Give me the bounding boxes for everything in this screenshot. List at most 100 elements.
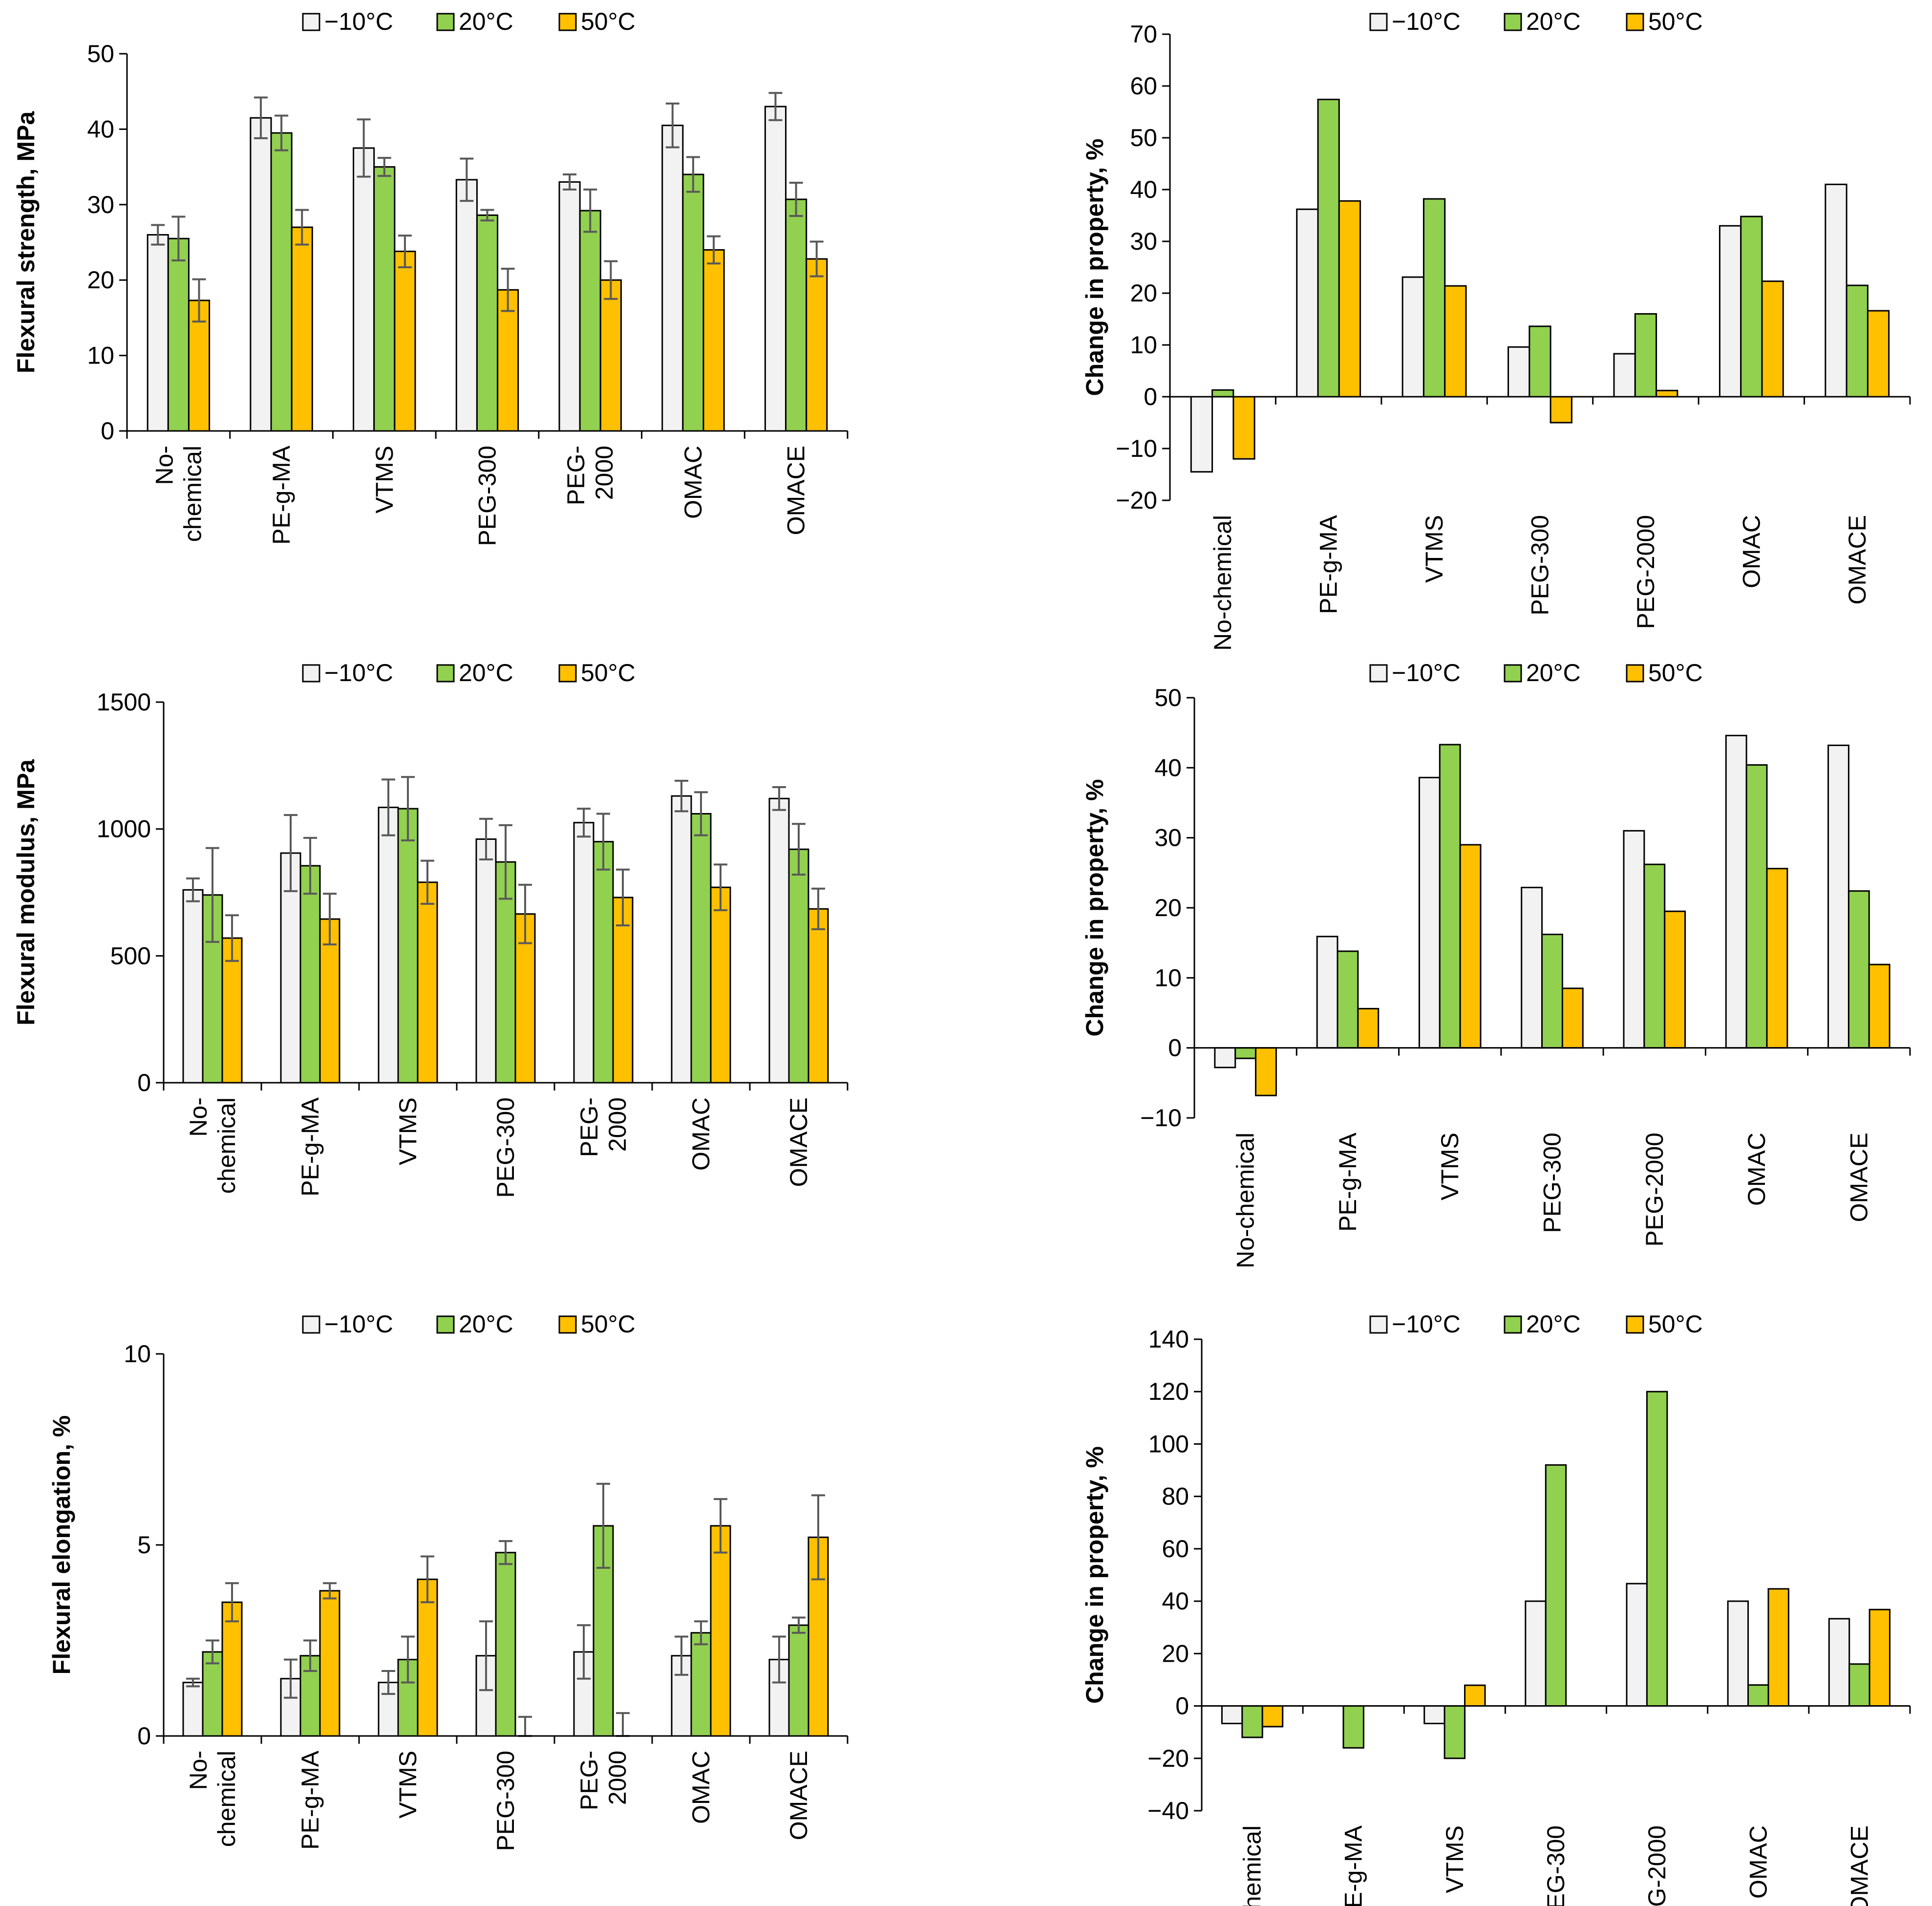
- bar-c50: [710, 1525, 731, 1737]
- bar-c20: [788, 848, 809, 1084]
- category-label: PEG-300: [492, 1097, 519, 1198]
- y-tick-label: 0: [1168, 1034, 1182, 1062]
- legend-label-minus10: −10°C: [324, 659, 393, 686]
- bar-c50: [1338, 200, 1361, 398]
- bar-minus10: [558, 181, 581, 432]
- y-tick-label: 10: [1154, 964, 1182, 991]
- y-axis-title: Flexural strength, MPa: [12, 111, 40, 373]
- y-tick-label: 40: [87, 115, 114, 143]
- bar-c20: [682, 173, 704, 432]
- bar-c20: [579, 210, 601, 432]
- bar-c20: [1646, 1391, 1668, 1707]
- bar-minus10: [1221, 1705, 1243, 1724]
- bar-minus10: [1507, 346, 1530, 398]
- legend-swatch-c20: [1504, 664, 1522, 683]
- chart-elongation-change: −40 −20 0 20 40 60 80 100 120 140 No-chemical PE-g-…: [1081, 1310, 1911, 1906]
- bar-c50: [1261, 1705, 1284, 1728]
- bar-c20: [1234, 1047, 1257, 1059]
- bar-c20: [785, 198, 807, 432]
- y-tick-label: 0: [1175, 1692, 1189, 1720]
- category-label: chemical: [179, 446, 206, 542]
- bar-c20: [1745, 764, 1768, 1049]
- y-tick-label: 20: [1130, 279, 1157, 307]
- legend-label-minus10: −10°C: [1392, 1310, 1461, 1338]
- bar-c50: [1656, 389, 1678, 398]
- legend-label-c20: 20°C: [459, 8, 513, 35]
- legend-label-minus10: −10°C: [1392, 8, 1461, 35]
- bar-c20: [1337, 950, 1359, 1049]
- bar-c20: [476, 214, 499, 432]
- category-label: PEG-300: [492, 1751, 519, 1851]
- bar-c20: [690, 1632, 712, 1737]
- bar-minus10: [1719, 225, 1742, 398]
- y-tick-label: 50: [87, 40, 114, 67]
- bar-c50: [291, 226, 313, 432]
- bar-minus10: [475, 838, 497, 1084]
- y-tick-label: 30: [87, 191, 114, 218]
- bar-c50: [599, 279, 622, 432]
- bar-c20: [1444, 1705, 1466, 1759]
- legend-label-c50: 50°C: [581, 8, 636, 35]
- bar-c50: [417, 881, 438, 1084]
- category-label: No-: [185, 1751, 212, 1790]
- bar-c20: [1211, 389, 1234, 398]
- bar-c50: [319, 1590, 340, 1737]
- bar-c20: [593, 841, 614, 1084]
- y-tick-label: 10: [124, 1340, 151, 1368]
- y-tick-label: 100: [1148, 1430, 1189, 1457]
- category-label: 2000: [604, 1097, 631, 1152]
- category-label: PEG-300: [474, 446, 501, 546]
- legend-label-minus10: −10°C: [1392, 659, 1461, 686]
- category-label: No-: [150, 446, 178, 485]
- legend-swatch-minus10: [1369, 13, 1388, 31]
- legend-swatch-c20: [436, 664, 455, 683]
- y-axis-title: Flexural modulus, MPa: [12, 759, 40, 1026]
- y-tick-label: 80: [1162, 1483, 1189, 1510]
- bar-c20: [1848, 1663, 1870, 1707]
- legend-label-c20: 20°C: [1526, 1310, 1581, 1338]
- bar-minus10: [1525, 1600, 1547, 1707]
- category-label: OMACE: [785, 1097, 812, 1187]
- bar-c50: [1766, 868, 1788, 1049]
- chart-flexural-modulus: 0 500 1000 1500 No-chemical PE-g-MA VTMS PEG-30…: [12, 659, 849, 1198]
- bar-minus10: [182, 889, 204, 1084]
- y-axis-title: Change in property, %: [1081, 779, 1108, 1037]
- chart-flexural-elongation: 0 5 10 No-chemical PE-g-MA VTMS PEG-300 PEG- 200…: [48, 1310, 849, 1851]
- bar-c20: [690, 813, 712, 1084]
- bar-minus10: [1401, 276, 1424, 398]
- bar-c20: [1545, 1464, 1567, 1707]
- bar-minus10: [353, 147, 375, 432]
- category-label: PE-g-MA: [297, 1097, 324, 1196]
- y-tick-label: 30: [1154, 824, 1182, 852]
- bar-c20: [270, 132, 293, 432]
- legend-swatch-minus10: [302, 1315, 320, 1334]
- bar-c50: [1561, 987, 1584, 1049]
- chart-flexural-strength: 0 10 20 30 40 50 No-chemical PE-g-MA VTMS PEG-300…: [12, 8, 849, 546]
- legend-label-minus10: −10°C: [324, 1310, 393, 1338]
- y-tick-label: 40: [1162, 1587, 1189, 1615]
- bar-c50: [1459, 844, 1482, 1049]
- category-label: PEG-300: [1539, 1133, 1566, 1233]
- y-tick-label: 70: [1130, 21, 1157, 48]
- y-tick-label: 30: [1130, 228, 1157, 255]
- category-label: PE-g-MA: [1315, 514, 1342, 614]
- bar-minus10: [182, 1682, 204, 1737]
- category-label: chemical: [213, 1751, 240, 1847]
- bar-c20: [1847, 890, 1870, 1049]
- bar-c50: [1550, 396, 1572, 424]
- category-label: No-chemical: [1239, 1825, 1266, 1906]
- y-axis-title: Change in property, %: [1081, 139, 1108, 396]
- category-label: PE-g-MA: [297, 1750, 324, 1849]
- bar-minus10: [1190, 396, 1213, 473]
- legend-swatch-minus10: [302, 13, 320, 31]
- bar-c20: [788, 1624, 809, 1737]
- legend-label-c50: 50°C: [581, 1310, 636, 1338]
- y-tick-label: 20: [1162, 1640, 1189, 1667]
- bar-c50: [221, 1601, 243, 1737]
- category-label: VTMS: [1441, 1825, 1468, 1893]
- y-tick-label: 10: [87, 342, 114, 369]
- y-tick-label: −40: [1147, 1797, 1189, 1824]
- category-label: VTMS: [1421, 515, 1448, 583]
- legend-label-c50: 50°C: [1648, 659, 1703, 686]
